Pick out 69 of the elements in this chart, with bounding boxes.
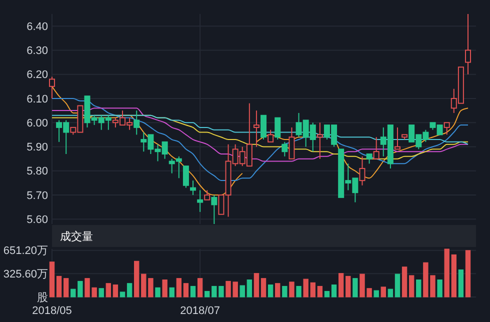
bar: [155, 287, 160, 298]
chart-title: 成交量: [60, 230, 93, 243]
bar: [331, 284, 337, 298]
bar: [282, 286, 288, 298]
y-tick-label: 5.60: [26, 214, 48, 226]
bar: [451, 254, 456, 298]
y-tick-label: 6.30: [26, 45, 48, 58]
bar: [246, 280, 252, 298]
bar: [346, 276, 351, 298]
bar: [268, 284, 274, 298]
y-tick-label: 6.10: [26, 93, 48, 106]
x-tick-label: 2018/05: [32, 305, 72, 317]
bar: [106, 283, 112, 298]
candlestick: [253, 110, 260, 148]
bar: [197, 278, 203, 298]
y-tick-label: 5.90: [26, 142, 48, 154]
candlestick: [134, 110, 140, 136]
bar: [444, 248, 450, 298]
bar: [408, 275, 414, 298]
bar: [317, 286, 323, 298]
bar: [388, 288, 394, 298]
bar: [289, 282, 294, 298]
bar: [260, 278, 266, 298]
line-series: [52, 98, 468, 182]
bar: [126, 283, 132, 298]
candlestick: [359, 156, 366, 186]
bar: [49, 262, 55, 298]
bar: [190, 286, 196, 298]
bar: [416, 280, 422, 298]
bar: [183, 283, 189, 298]
candlestick: [197, 190, 204, 212]
bar: [465, 250, 471, 298]
y-tick-label: 325.60万: [3, 268, 48, 281]
bar: [162, 280, 168, 298]
bar: [64, 278, 69, 298]
bar: [240, 285, 245, 298]
y-tick-label: 6.20: [26, 69, 48, 82]
y-tick-label: 5.70: [26, 190, 48, 202]
bar: [402, 266, 408, 298]
bar: [169, 287, 174, 298]
candlestick: [316, 122, 323, 160]
candlestick: [465, 14, 471, 75]
bar: [310, 282, 316, 298]
y-tick-label: 5.80: [26, 166, 48, 178]
y-tick-label: 6.40: [26, 20, 48, 33]
bar: [98, 288, 104, 298]
bar: [324, 290, 330, 298]
x-tick-label: 2018/07: [180, 305, 220, 317]
bar: [134, 260, 140, 298]
y-tick-label: 6.00: [26, 117, 48, 130]
bar: [437, 280, 442, 298]
bar: [303, 278, 308, 298]
bar: [394, 274, 400, 298]
bar: [275, 283, 280, 298]
bar: [254, 273, 260, 298]
y-tick-label: 股: [37, 292, 48, 304]
bar: [204, 290, 210, 298]
bar: [338, 273, 344, 298]
y-tick-label: 651.20万: [3, 245, 48, 258]
bar: [176, 278, 182, 298]
bar: [120, 292, 126, 298]
bar: [296, 286, 302, 298]
bar: [56, 276, 62, 298]
bar: [374, 290, 379, 298]
bar: [112, 284, 118, 298]
candlestick: [190, 180, 196, 196]
bar: [380, 286, 386, 298]
bar: [352, 278, 358, 298]
bar: [458, 269, 464, 298]
